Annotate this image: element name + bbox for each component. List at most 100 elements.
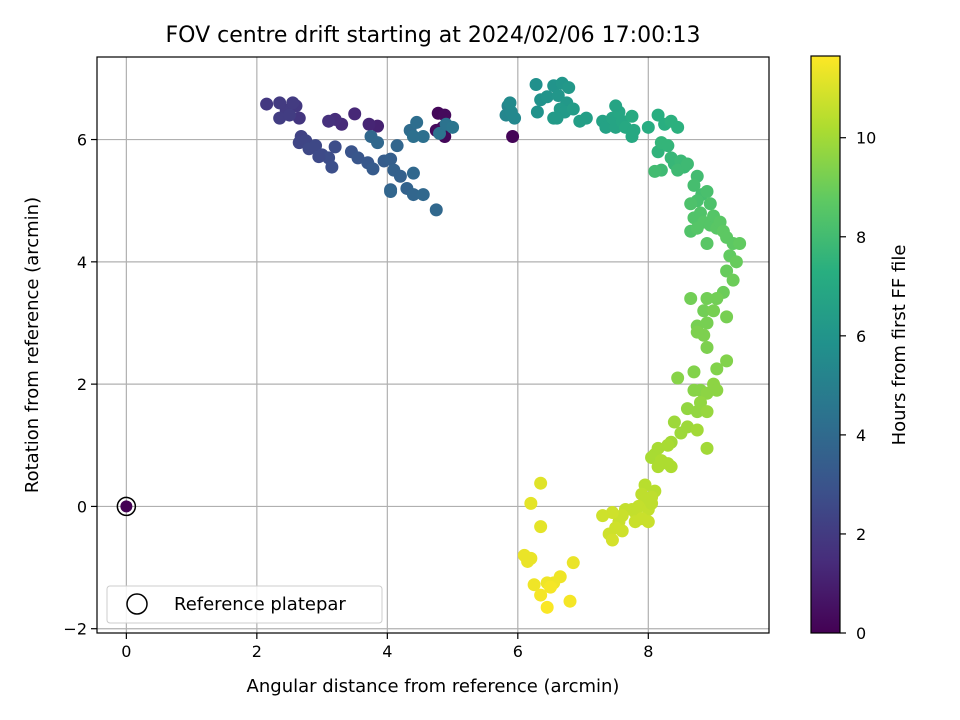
colorbar-ticks: 0 2 4 6 8 10 [840, 129, 876, 643]
data-point [282, 108, 296, 122]
x-tick-label: 2 [252, 642, 262, 661]
data-point [625, 109, 639, 123]
data-point [680, 402, 694, 416]
data-point [680, 420, 694, 434]
data-point [530, 105, 544, 119]
data-point [635, 512, 649, 526]
data-point [700, 386, 714, 400]
data-point [390, 139, 404, 153]
data-point [433, 126, 447, 140]
data-point [700, 236, 714, 250]
data-point [645, 451, 659, 465]
data-point [406, 188, 420, 202]
data-point [733, 236, 747, 250]
data-point [524, 496, 538, 510]
data-point [508, 111, 522, 125]
data-point [351, 151, 365, 165]
data-point [720, 264, 734, 278]
data-point [671, 163, 685, 177]
data-point [726, 273, 740, 287]
data-point [700, 316, 714, 330]
data-point [599, 120, 613, 134]
x-tick-label: 4 [382, 642, 392, 661]
data-point [680, 157, 694, 171]
data-point [700, 441, 714, 455]
data-point [664, 460, 678, 474]
data-point [292, 111, 306, 125]
data-point [700, 185, 714, 199]
data-point [720, 354, 734, 368]
data-point [710, 383, 724, 397]
data-point [366, 162, 380, 176]
data-point [596, 509, 610, 523]
data-point [605, 533, 619, 547]
data-point [273, 111, 287, 125]
data-point [710, 362, 724, 376]
data-point [325, 160, 339, 174]
data-point [527, 578, 541, 592]
data-point [648, 164, 662, 178]
reference-platepar-marker [116, 496, 137, 517]
y-tick-label: 4 [77, 253, 87, 272]
data-point [661, 139, 675, 153]
data-point [328, 140, 342, 154]
data-point [566, 556, 580, 570]
data-point [684, 197, 698, 211]
data-point [700, 405, 714, 419]
data-point [529, 78, 543, 92]
data-point [393, 169, 407, 183]
data-point [429, 203, 443, 217]
x-axis-label: Angular distance from reference (arcmin) [247, 676, 620, 697]
data-point [563, 594, 577, 608]
y-axis-label: Rotation from reference (arcmin) [22, 197, 43, 493]
data-point [687, 178, 701, 192]
data-point [551, 89, 565, 103]
y-axis-ticks: −2 0 2 4 6 [63, 131, 97, 639]
data-point [416, 188, 430, 202]
colorbar-tick-label: 6 [856, 327, 866, 346]
data-point [410, 115, 424, 129]
data-point [700, 292, 714, 306]
data-point [661, 438, 675, 452]
chart-title: FOV centre drift starting at 2024/02/06 … [166, 23, 701, 48]
y-tick-label: −2 [63, 620, 87, 639]
data-point [312, 150, 326, 164]
data-point [550, 111, 564, 125]
data-point [521, 554, 535, 568]
legend: Reference platepar [106, 585, 383, 624]
data-point [687, 365, 701, 379]
data-point [671, 120, 685, 134]
data-point [579, 111, 593, 125]
colorbar-tick-label: 0 [856, 624, 866, 643]
data-point [707, 304, 721, 318]
data-point [416, 129, 430, 143]
colorbar-tick-label: 10 [856, 129, 876, 148]
legend-box [106, 585, 383, 624]
data-point [671, 371, 685, 385]
colorbar-tick-label: 4 [856, 426, 866, 445]
data-point [322, 114, 336, 128]
y-tick-label: 6 [77, 131, 87, 150]
data-point [684, 292, 698, 306]
data-point [609, 99, 623, 113]
scatter-points [260, 76, 747, 614]
data-point [540, 600, 554, 614]
colorbar [810, 55, 841, 634]
data-point [534, 520, 548, 534]
plot-area-frame [96, 56, 770, 634]
data-point [641, 120, 655, 134]
legend-marker [126, 593, 148, 615]
data-point [506, 129, 520, 143]
colorbar-tick-label: 8 [856, 228, 866, 247]
data-point [627, 123, 641, 137]
data-point [566, 102, 580, 116]
data-point [384, 185, 398, 199]
x-tick-label: 6 [513, 642, 523, 661]
data-point [645, 496, 659, 510]
x-axis-ticks: 0 2 4 6 8 [121, 633, 653, 661]
data-point [562, 81, 576, 95]
data-point [690, 221, 704, 235]
data-point [273, 96, 287, 110]
data-point [690, 423, 704, 437]
